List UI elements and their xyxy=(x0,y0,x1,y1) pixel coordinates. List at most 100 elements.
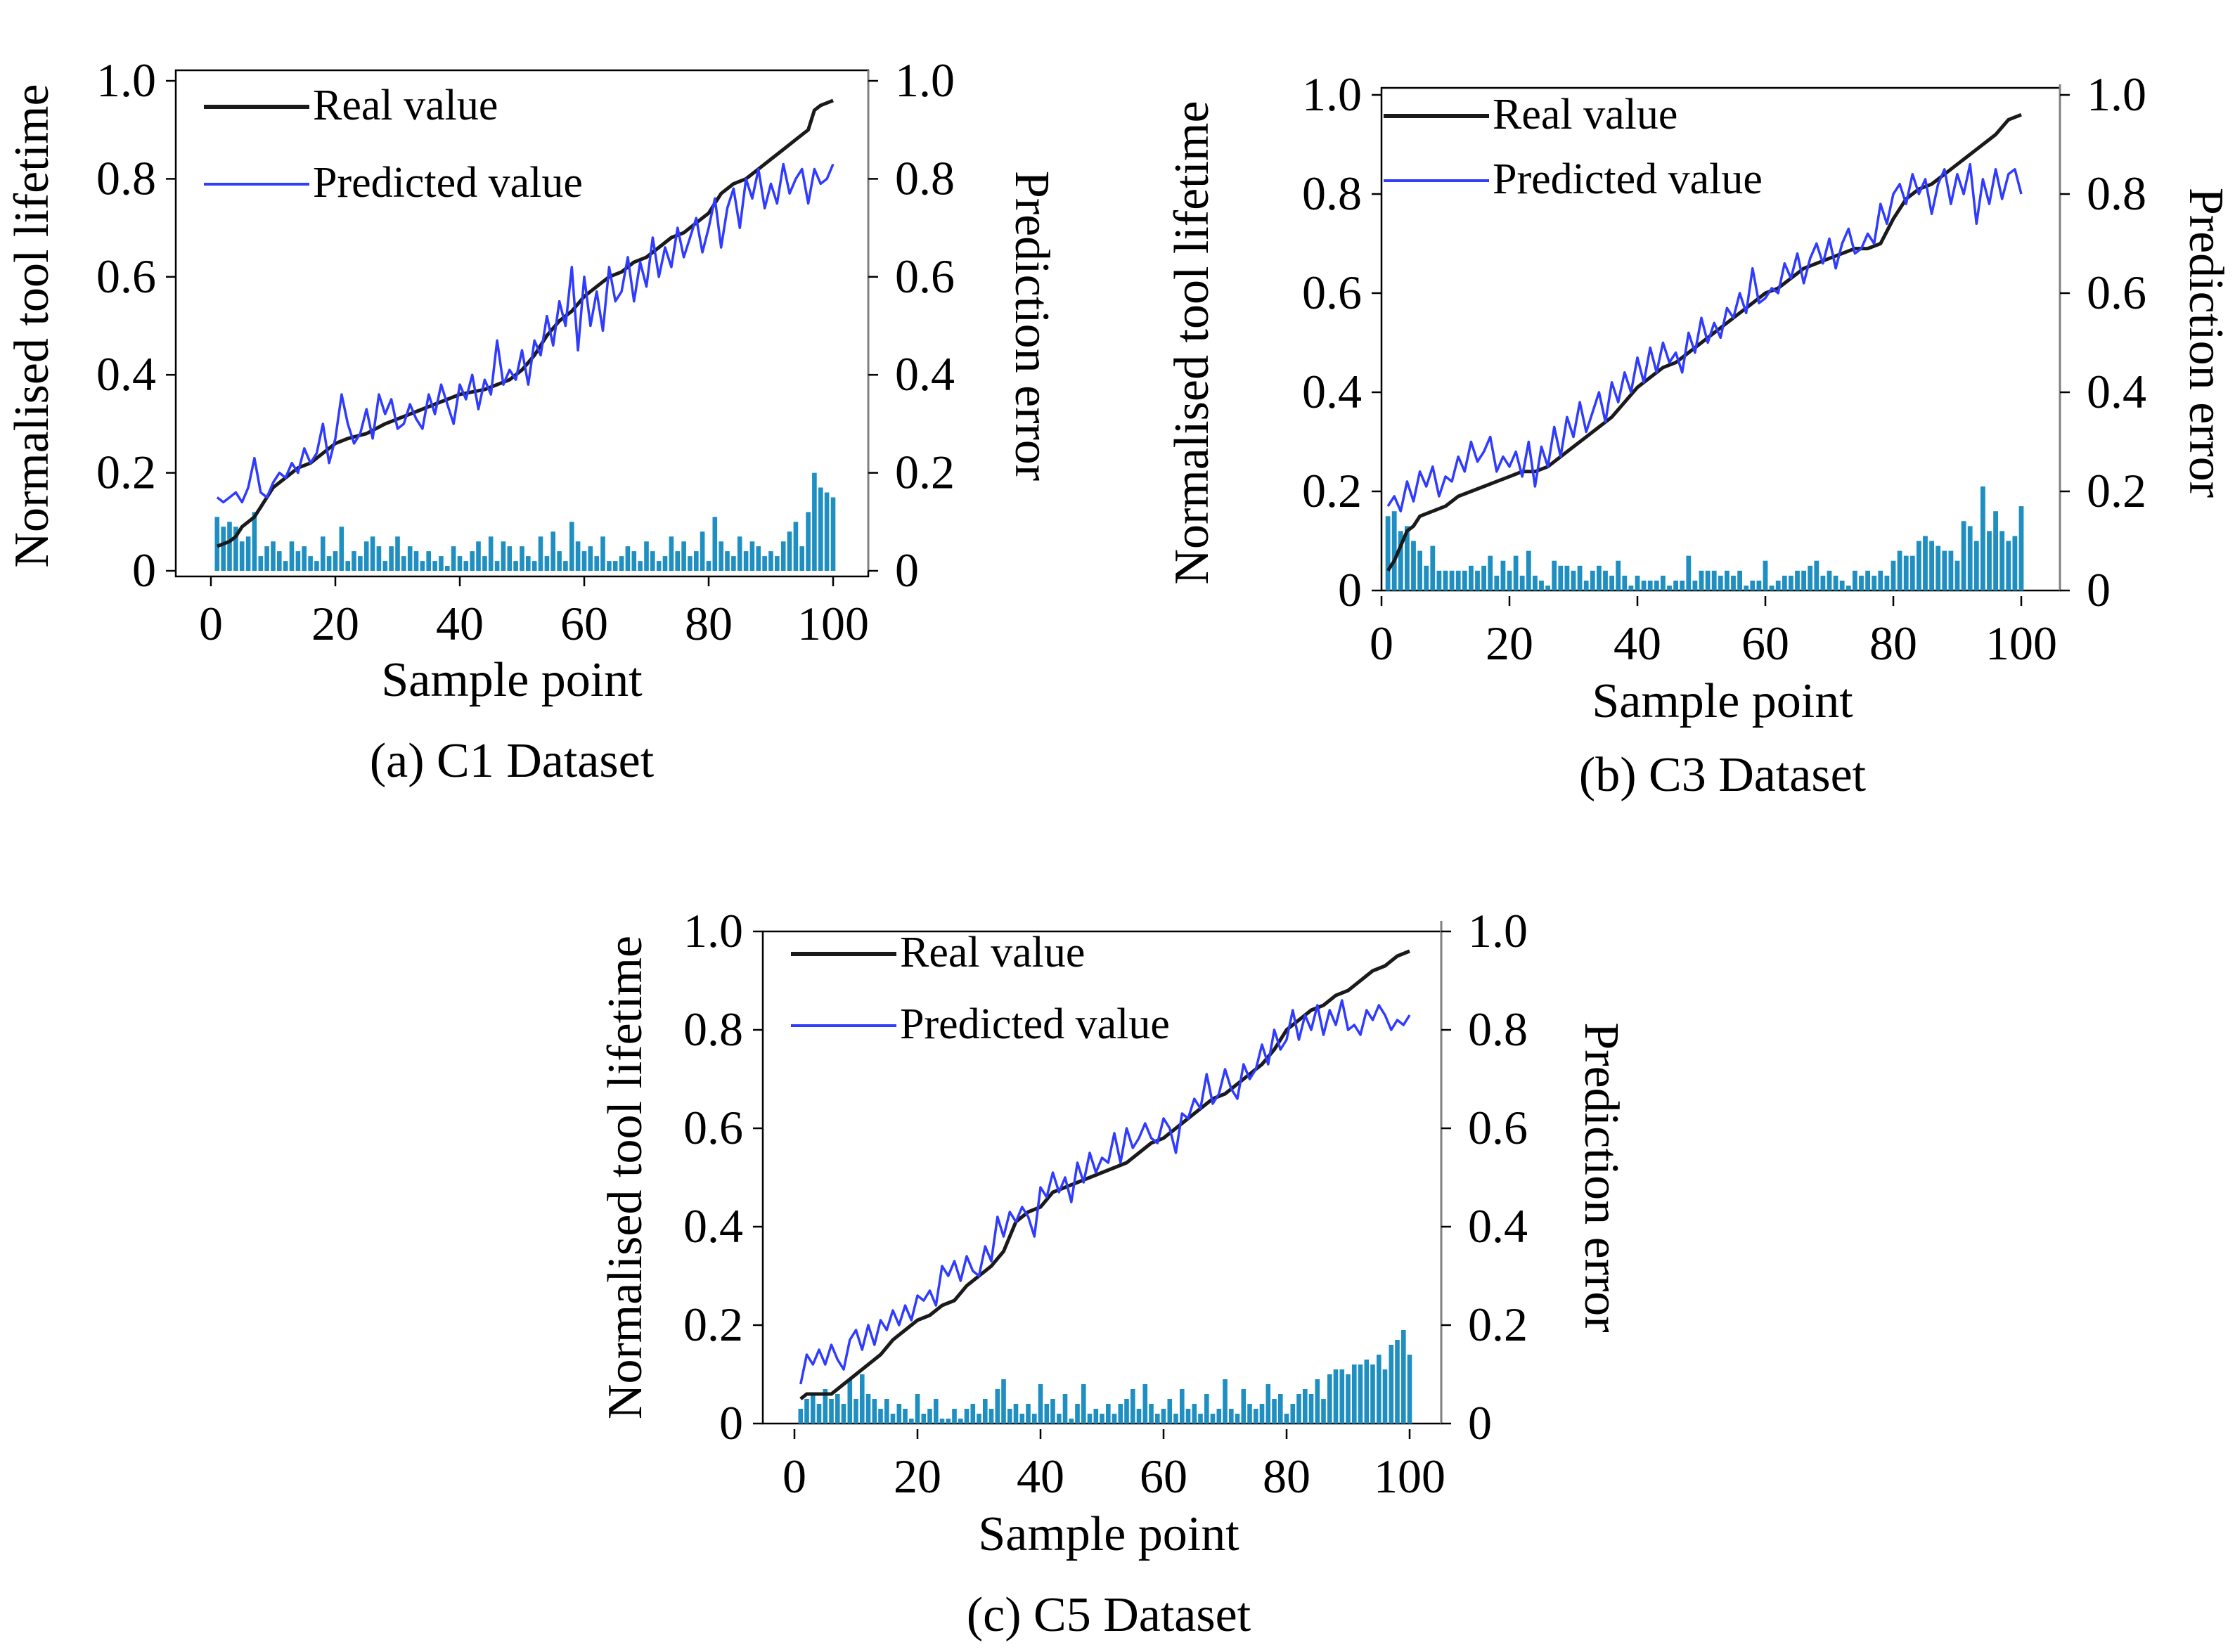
x-tick-label: 20 xyxy=(894,1450,941,1503)
error-bar xyxy=(401,556,406,571)
error-bar xyxy=(526,556,531,571)
error-bar xyxy=(884,1399,889,1424)
y-tick-label: 0.4 xyxy=(683,1199,743,1253)
error-bar xyxy=(2018,506,2024,591)
error-bar xyxy=(1481,565,1486,591)
error-bar xyxy=(829,1399,834,1424)
x-tick-label: 80 xyxy=(1263,1450,1310,1503)
error-bar xyxy=(1019,1414,1025,1424)
error-bar xyxy=(1167,1399,1173,1424)
y-tick-label: 0.6 xyxy=(1302,266,1362,319)
error-bar xyxy=(841,1404,846,1424)
error-bar xyxy=(1315,1379,1320,1424)
y-tick-label: 1.0 xyxy=(683,904,743,957)
y-tick-label: 0.6 xyxy=(683,1101,743,1154)
error-bar xyxy=(1833,575,1838,591)
error-bar xyxy=(1564,565,1570,591)
error-bar xyxy=(1967,526,1973,591)
error-bar xyxy=(1443,570,1448,591)
error-bar xyxy=(1500,560,1506,591)
error-bar xyxy=(854,1399,858,1424)
error-bar xyxy=(650,551,655,571)
error-bar xyxy=(488,536,494,571)
error-bar xyxy=(1609,575,1614,591)
error-bar xyxy=(909,1419,914,1424)
y2-axis-title: Prediction error xyxy=(1574,1022,1628,1332)
legend: Real value Predicted value xyxy=(1384,91,1763,203)
error-bar xyxy=(681,541,686,571)
x-tick-label: 40 xyxy=(1017,1450,1064,1503)
error-bar xyxy=(245,536,251,571)
y-tick-label: 0.2 xyxy=(96,446,156,499)
error-bar xyxy=(258,556,264,571)
error-bar xyxy=(1661,575,1666,591)
error-bar xyxy=(1455,570,1461,591)
error-bar xyxy=(1161,1409,1166,1424)
error-bar xyxy=(2006,541,2011,591)
error-bar xyxy=(326,556,332,571)
error-bar xyxy=(1057,1414,1062,1424)
panel-caption: (a) C1 Dataset xyxy=(370,734,655,788)
y2-tick-label: 0 xyxy=(895,543,919,597)
error-bar xyxy=(358,556,363,571)
error-bar xyxy=(1469,565,1474,591)
error-bar xyxy=(569,522,574,571)
error-bar xyxy=(1106,1404,1111,1424)
error-bar xyxy=(830,497,836,571)
x-tick-label: 100 xyxy=(1985,617,2057,670)
error-bar xyxy=(407,546,413,571)
error-bar xyxy=(787,531,792,571)
error-bar xyxy=(706,561,711,571)
y-tick-label: 0 xyxy=(1338,563,1362,617)
legend-predicted-label: Predicted value xyxy=(900,1000,1170,1048)
error-bar xyxy=(669,536,674,571)
error-bar xyxy=(520,546,524,571)
error-bar xyxy=(1296,1394,1301,1424)
error-bar xyxy=(413,551,419,571)
error-bar xyxy=(1942,550,1947,591)
error-bar xyxy=(1081,1384,1086,1424)
error-bar xyxy=(1667,586,1672,591)
error-bar xyxy=(793,522,799,571)
error-bar xyxy=(227,522,232,571)
y2-tick-label: 0.8 xyxy=(1468,1002,1528,1056)
error-bar xyxy=(1303,1389,1308,1424)
y-tick-label: 0 xyxy=(719,1396,743,1450)
error-bar xyxy=(1398,531,1403,591)
error-bar xyxy=(314,561,319,571)
error-bar xyxy=(370,536,375,571)
error-bar xyxy=(1654,580,1659,591)
error-bar xyxy=(1635,575,1640,591)
error-bar xyxy=(1737,570,1742,591)
error-bar xyxy=(600,536,605,571)
error-bar xyxy=(1909,555,1915,591)
error-bar xyxy=(1401,1330,1406,1424)
x-tick-label: 40 xyxy=(436,597,484,650)
error-bar xyxy=(1872,575,1877,591)
error-bar xyxy=(1846,586,1851,591)
error-bar xyxy=(737,536,742,571)
error-bar xyxy=(688,556,693,571)
error-bar xyxy=(445,566,450,571)
error-bar xyxy=(420,561,425,571)
error-bar xyxy=(1241,1389,1247,1424)
error-bar xyxy=(798,1409,804,1424)
error-bar xyxy=(1878,570,1883,591)
error-bar xyxy=(538,536,543,571)
error-bar xyxy=(860,1374,865,1424)
error-bar xyxy=(2012,536,2018,591)
error-bar xyxy=(1526,550,1531,591)
error-bar xyxy=(749,541,755,571)
error-bar xyxy=(1917,541,1921,591)
error-bar xyxy=(1044,1404,1050,1424)
error-bar xyxy=(619,556,624,571)
error-bar xyxy=(1223,1379,1228,1424)
error-bar xyxy=(1204,1394,1209,1424)
error-bar xyxy=(1903,555,1909,591)
error-bar xyxy=(1769,586,1775,591)
error-bar xyxy=(1782,575,1787,591)
legend-real-label: Real value xyxy=(313,82,498,129)
x-tick-label: 0 xyxy=(1370,617,1393,670)
y2-tick-label: 0.4 xyxy=(895,347,955,401)
error-bar xyxy=(239,541,245,571)
